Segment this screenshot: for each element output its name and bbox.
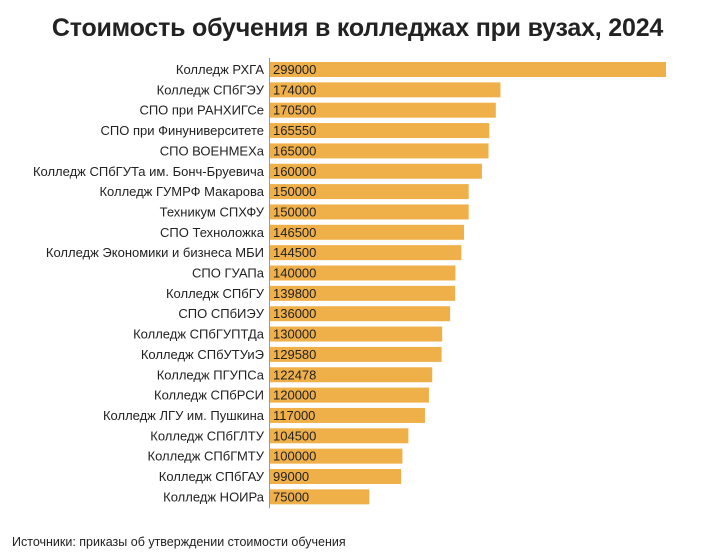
bar: [270, 204, 469, 220]
bar: [270, 489, 370, 505]
category-label: СПО СПбИЭУ: [178, 306, 264, 321]
bar: [270, 448, 403, 464]
bar-value-label: 140000: [273, 266, 316, 281]
category-label: Колледж СПбУТУиЭ: [141, 347, 264, 362]
bar: [270, 143, 489, 159]
bar-value-label: 122478: [273, 367, 316, 382]
bar-value-label: 146500: [273, 225, 316, 240]
category-label: Колледж ГУМРФ Макарова: [99, 184, 264, 199]
bar: [270, 387, 429, 403]
bar: [270, 326, 443, 342]
category-label: Колледж РХГА: [176, 62, 264, 77]
bar-value-label: 117000: [273, 408, 315, 423]
category-label: Колледж СПбГМТУ: [148, 449, 265, 464]
bar: [270, 469, 402, 484]
bars-group: 299000 Колледж РХГА 174000 Колледж СПбГЭУ 17…: [33, 62, 666, 505]
category-label: Техникум СПХФУ: [160, 204, 265, 219]
bar-value-label: 144500: [273, 245, 316, 260]
bar-value-label: 165000: [273, 143, 316, 158]
bar: [270, 245, 462, 261]
bar-value-label: 130000: [273, 327, 316, 342]
bar-value-label: 100000: [273, 449, 316, 464]
category-label: СПО ГУАПа: [192, 266, 265, 281]
category-label: СПО Техноложка: [160, 225, 265, 240]
bar-value-label: 150000: [273, 204, 316, 219]
bar: [270, 224, 465, 240]
bar-value-label: 136000: [273, 306, 316, 321]
bar: [270, 184, 469, 200]
bar-value-label: 99000: [273, 469, 309, 484]
category-label: Колледж СПбГАУ: [159, 469, 265, 484]
bar: [270, 265, 456, 281]
bar: [270, 62, 666, 77]
bar-value-label: 104500: [273, 428, 316, 443]
bar-value-label: 160000: [273, 164, 316, 179]
category-label: Колледж СПбРСИ: [154, 388, 264, 403]
category-label: СПО при РАНХИГСе: [139, 103, 264, 118]
category-label: Колледж ПГУПСа: [157, 367, 265, 382]
category-label: Колледж СПбГУПТДа: [133, 327, 265, 342]
bar-value-label: 170500: [273, 103, 316, 118]
bar-value-label: 150000: [273, 184, 316, 199]
chart-title: Стоимость обучения в колледжах при вузах…: [51, 14, 664, 42]
bar: [270, 407, 425, 423]
bar-value-label: 174000: [273, 82, 316, 97]
bar-value-label: 165550: [273, 123, 316, 138]
category-label: Колледж СПбГУТа им. Бонч-Бруевича: [33, 164, 265, 179]
bar-value-label: 75000: [273, 489, 309, 504]
category-label: Колледж СПбГЛТУ: [150, 428, 264, 443]
category-label: Колледж СПбГЭУ: [157, 82, 265, 97]
bar: [270, 428, 409, 444]
bar: [270, 306, 451, 322]
category-label: СПО при Финуниверситете: [101, 123, 265, 138]
bar: [270, 123, 490, 139]
bar: [270, 102, 496, 118]
bar: [270, 82, 501, 98]
bar-value-label: 120000: [273, 388, 316, 403]
bar: [270, 163, 482, 179]
bar-value-label: 129580: [273, 347, 316, 362]
bar-value-label: 139800: [273, 286, 316, 301]
bar-value-label: 299000: [273, 62, 316, 77]
category-label: Колледж Экономики и бизнеса МБИ: [46, 245, 264, 260]
category-label: СПО ВОЕНМЕХа: [160, 143, 265, 158]
source-note: Источники: приказы об утверждении стоимо…: [12, 535, 346, 549]
bar: [270, 367, 433, 383]
category-label: Колледж СПбГУ: [166, 286, 265, 301]
category-label: Колледж ЛГУ им. Пушкина: [103, 408, 265, 423]
bar: [270, 346, 442, 362]
bar: [270, 285, 456, 301]
category-label: Колледж НОИРа: [163, 489, 265, 504]
